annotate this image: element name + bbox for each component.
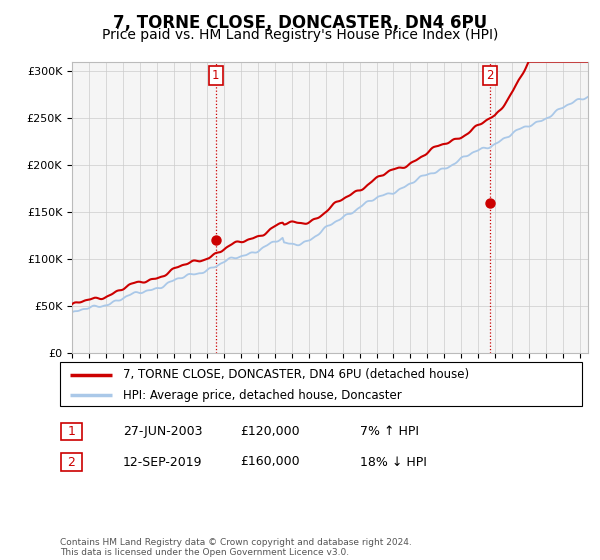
Text: £120,000: £120,000	[240, 424, 299, 438]
Text: £160,000: £160,000	[240, 455, 299, 469]
Text: 2: 2	[67, 455, 76, 469]
Text: Price paid vs. HM Land Registry's House Price Index (HPI): Price paid vs. HM Land Registry's House …	[102, 28, 498, 42]
FancyBboxPatch shape	[61, 454, 82, 470]
Text: 7% ↑ HPI: 7% ↑ HPI	[360, 424, 419, 438]
FancyBboxPatch shape	[60, 362, 582, 406]
Text: 18% ↓ HPI: 18% ↓ HPI	[360, 455, 427, 469]
Text: 7, TORNE CLOSE, DONCASTER, DN4 6PU (detached house): 7, TORNE CLOSE, DONCASTER, DN4 6PU (deta…	[122, 368, 469, 381]
Text: 7, TORNE CLOSE, DONCASTER, DN4 6PU: 7, TORNE CLOSE, DONCASTER, DN4 6PU	[113, 14, 487, 32]
Text: 1: 1	[212, 69, 220, 82]
FancyBboxPatch shape	[61, 423, 82, 440]
Text: 2: 2	[486, 69, 494, 82]
Text: 1: 1	[67, 424, 76, 438]
Text: HPI: Average price, detached house, Doncaster: HPI: Average price, detached house, Donc…	[122, 389, 401, 402]
Text: 12-SEP-2019: 12-SEP-2019	[123, 455, 203, 469]
Text: 27-JUN-2003: 27-JUN-2003	[123, 424, 203, 438]
Text: Contains HM Land Registry data © Crown copyright and database right 2024.
This d: Contains HM Land Registry data © Crown c…	[60, 538, 412, 557]
